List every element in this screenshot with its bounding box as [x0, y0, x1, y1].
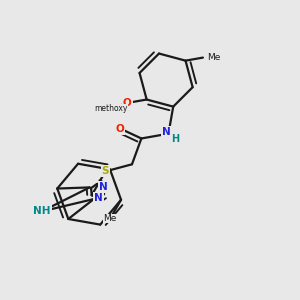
Text: N: N [94, 193, 103, 203]
Text: O: O [123, 98, 132, 108]
Text: Me: Me [103, 214, 117, 223]
Text: NH: NH [33, 206, 51, 216]
Text: Me: Me [207, 53, 220, 62]
Text: methoxy: methoxy [94, 104, 128, 113]
Text: N: N [162, 127, 171, 137]
Text: N: N [99, 182, 108, 192]
Text: H: H [171, 134, 179, 144]
Text: O: O [116, 124, 124, 134]
Text: S: S [102, 167, 109, 176]
